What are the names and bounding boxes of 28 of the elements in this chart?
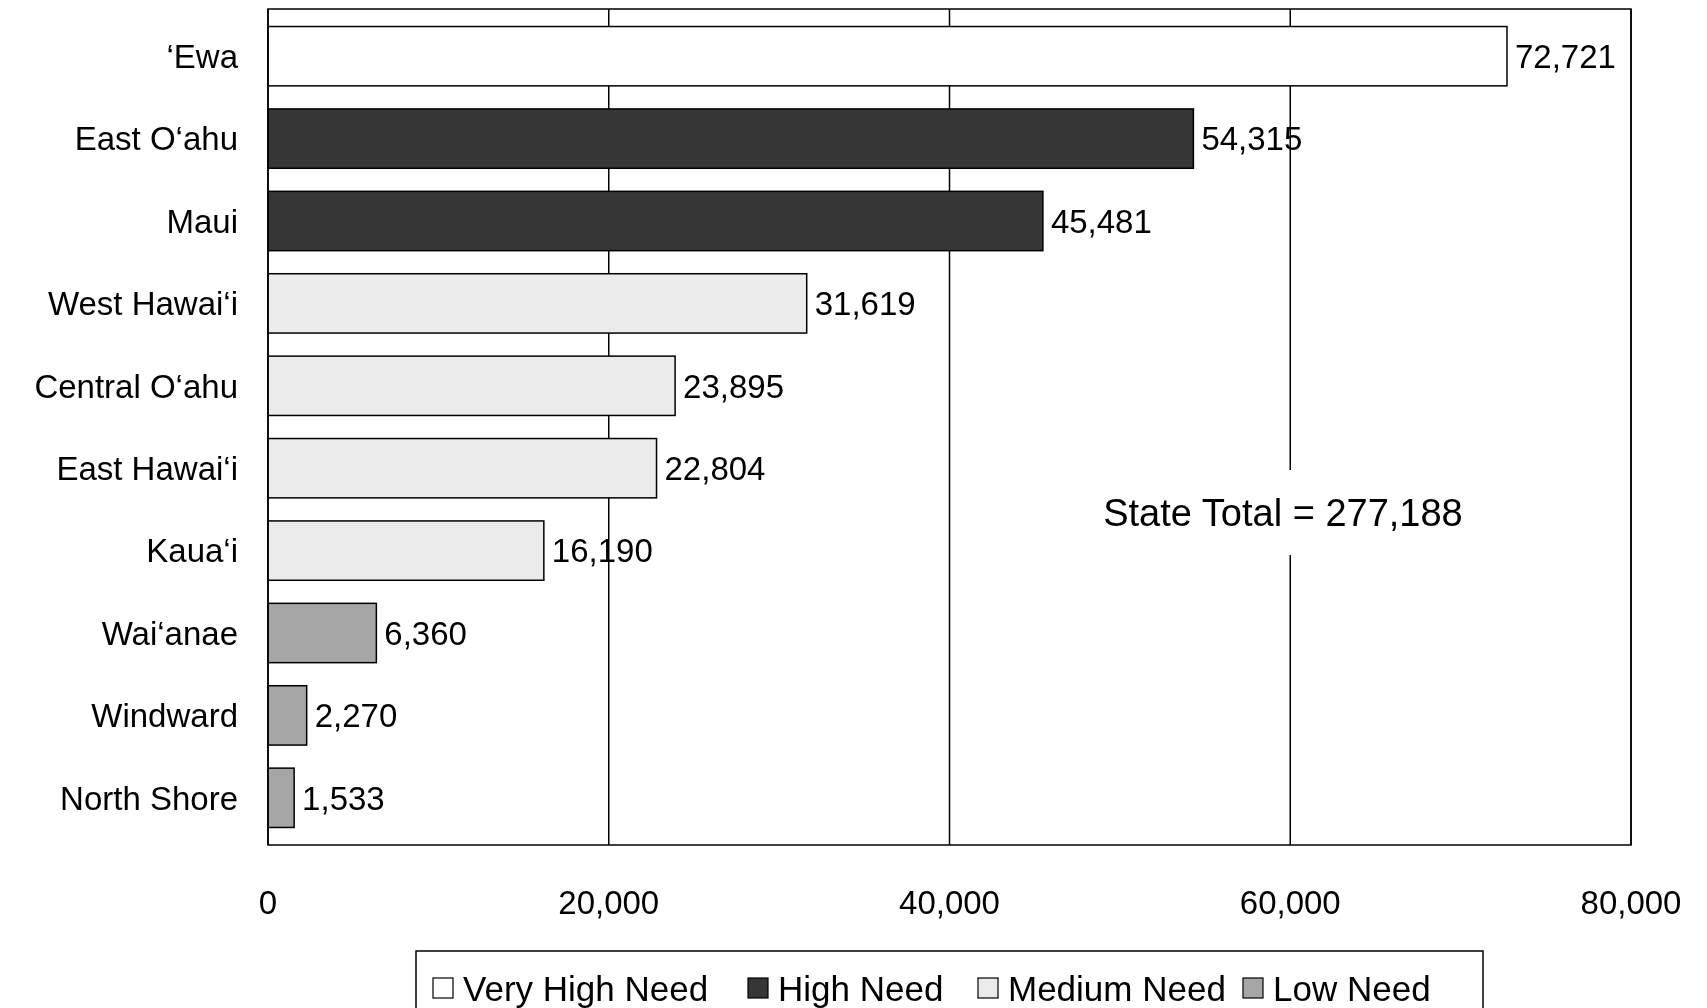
x-tick-label: 20,000 — [558, 883, 660, 921]
y-tick-label: Wai‘anae — [101, 614, 238, 652]
data-label: 6,360 — [384, 614, 467, 652]
y-tick-label: North Shore — [60, 779, 238, 817]
y-tick-label: Central O‘ahu — [34, 367, 238, 405]
data-label: 45,481 — [1050, 202, 1152, 240]
y-tick-label: Maui — [166, 202, 238, 240]
data-label: 1,533 — [302, 779, 385, 817]
data-label: 31,619 — [814, 285, 916, 323]
legend-label: Medium Need — [1008, 968, 1226, 1008]
x-tick-label: 40,000 — [899, 883, 1000, 921]
y-tick-label: East Hawai‘i — [56, 450, 238, 488]
legend-label: High Need — [778, 968, 944, 1008]
data-label: 2,270 — [314, 697, 398, 735]
x-tick-label: 60,000 — [1239, 883, 1341, 921]
y-tick-label: Windward — [91, 697, 238, 735]
y-tick-label: West Hawai‘i — [47, 285, 238, 323]
data-label: 23,895 — [683, 367, 785, 405]
y-tick-label: East O‘ahu — [74, 120, 238, 158]
annotation: State Total = 277,188 — [1103, 491, 1463, 534]
x-tick-label: 80,000 — [1580, 883, 1682, 921]
data-label: 72,721 — [1514, 38, 1616, 76]
data-label: 22,804 — [664, 450, 766, 488]
y-tick-label: ‘Ewa — [166, 38, 239, 76]
legend-label: Very High Need — [463, 968, 709, 1008]
y-tick-label: Kaua‘i — [146, 532, 238, 570]
legend-label: Low Need — [1273, 968, 1431, 1008]
x-tick-label: 0 — [258, 883, 278, 921]
